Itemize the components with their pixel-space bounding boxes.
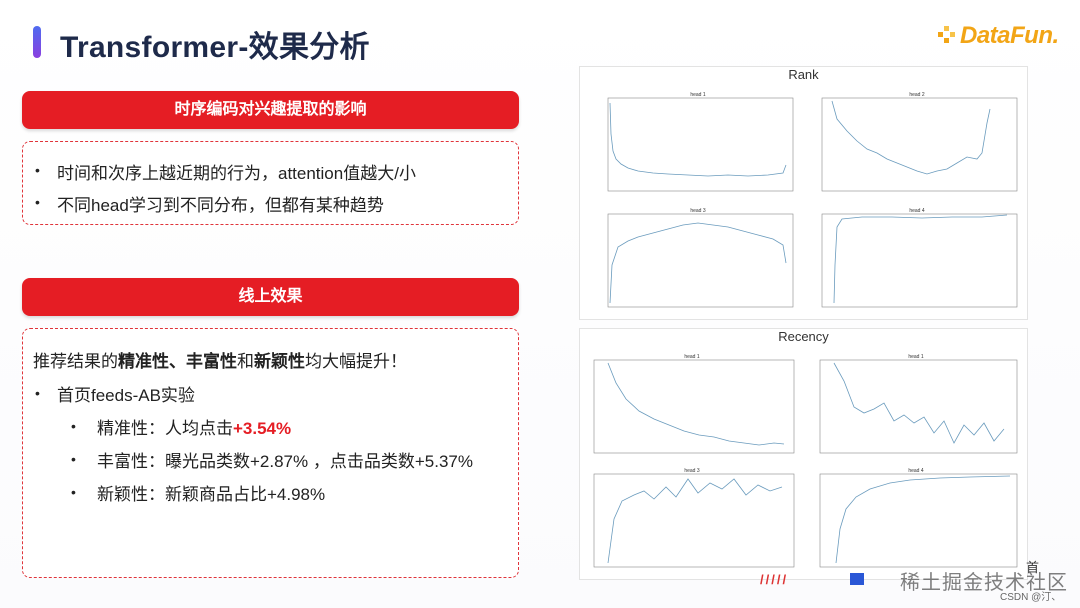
sub-bullet-precision: 精准性：人均点击+3.54%: [97, 414, 291, 439]
subplot-title: head 4: [908, 468, 924, 474]
series-line: [833, 362, 1005, 444]
sub-bullet-novelty: 新颖性：新颖商品占比+4.98%: [97, 485, 326, 504]
series-line: [609, 102, 787, 177]
subplot-title: head 1: [684, 354, 700, 360]
csdn-watermark: CSDN @汀、: [1000, 592, 1062, 603]
bullet-attention-trend: 时间和次序上越近期的行为，attention值越大/小: [57, 164, 416, 183]
slide-title: Transformer-效果分析: [60, 31, 370, 64]
series-line: [609, 222, 787, 304]
bullet-dot: •: [35, 385, 40, 401]
rank-head3-chart: head 3: [607, 208, 794, 308]
rank-head4-chart: head 4: [821, 208, 1018, 308]
precision-label: 精准性：人均点击: [97, 419, 233, 438]
intro-suffix: 均大幅提升！: [305, 352, 407, 371]
timing-encoding-box: • 时间和次序上越近期的行为，attention值越大/小 • 不同head学习…: [22, 141, 519, 225]
bullet-ab-experiment: 首页feeds-AB实验: [57, 386, 195, 405]
series-line: [831, 100, 991, 175]
stray-blue-block: [850, 573, 864, 585]
bullet-head-distribution: 不同head学习到不同分布，但都有某种趋势: [57, 196, 384, 215]
rank-subplot-head1: head 1: [598, 89, 798, 201]
juejin-watermark: 稀土掘金技术社区: [900, 572, 1068, 594]
online-effect-intro: 推荐结果的精准性、丰富性和新颖性均大幅提升！: [33, 347, 407, 372]
logo-mark-icon: [938, 26, 955, 43]
bullet-dot: •: [35, 194, 40, 210]
intro-text: 推荐结果的: [33, 352, 118, 371]
recency-chart-panel: Recency head 1 head 1 head 3 head 4: [579, 328, 1028, 580]
series-line: [833, 214, 1008, 304]
subplot-title: head 1: [690, 92, 706, 98]
section-header-online-effect: 线上效果: [22, 278, 519, 316]
bullet-dot: •: [35, 162, 40, 178]
sub-bullet-richness: 丰富性：曝光品类数+2.87% ，点击品类数+5.37%: [97, 452, 473, 471]
rank-head1-chart: head 1: [607, 92, 794, 192]
title-accent-bar: [33, 26, 41, 58]
recency-subplot-head3: head 3: [584, 465, 799, 577]
rank-panel-title: Rank: [788, 67, 819, 82]
section-header-timing-encoding: 时序编码对兴趣提取的影响: [22, 91, 519, 129]
series-line: [835, 475, 1011, 564]
subplot-title: head 2: [909, 92, 925, 98]
precision-value: +3.54%: [233, 419, 292, 438]
recency-head1-chart: head 1: [593, 354, 795, 454]
series-line: [607, 478, 783, 564]
series-line: [607, 362, 785, 446]
rank-subplot-head4: head 4: [812, 205, 1022, 317]
sub-bullet-dot: •: [71, 484, 76, 500]
intro-richness: 丰富性: [186, 352, 237, 371]
subplot-title: head 3: [684, 468, 700, 474]
subplot-title: head 3: [690, 208, 706, 214]
intro-precision: 精准性: [118, 352, 169, 371]
sub-bullet-dot: •: [71, 418, 76, 434]
recency-head2-chart: head 1: [819, 354, 1018, 454]
subplot-title: head 1: [908, 354, 924, 360]
rank-head2-chart: head 2: [821, 92, 1018, 192]
sub-bullet-dot: •: [71, 451, 76, 467]
intro-separator: 、: [169, 352, 186, 371]
online-effect-box: 推荐结果的精准性、丰富性和新颖性均大幅提升！ • 首页feeds-AB实验 • …: [22, 328, 519, 578]
recency-head4-chart: head 4: [819, 468, 1018, 568]
rank-subplot-head2: head 2: [812, 89, 1022, 201]
subplot-title: head 4: [909, 208, 925, 214]
recency-subplot-head4: head 4: [810, 465, 1022, 577]
intro-novelty: 新颖性: [254, 352, 305, 371]
recency-subplot-head1: head 1: [584, 351, 799, 463]
recency-head3-chart: head 3: [593, 468, 795, 568]
intro-and: 和: [237, 352, 254, 371]
recency-panel-title: Recency: [778, 329, 829, 344]
recency-subplot-head2: head 1: [810, 351, 1022, 463]
logo-text: DataFun.: [960, 22, 1059, 49]
stray-overlay-char: 首: [1026, 560, 1040, 575]
stray-overlay-red: /////: [760, 572, 789, 587]
rank-subplot-head3: head 3: [598, 205, 798, 317]
rank-chart-panel: Rank head 1 head 2 head 3 head 4: [579, 66, 1028, 320]
